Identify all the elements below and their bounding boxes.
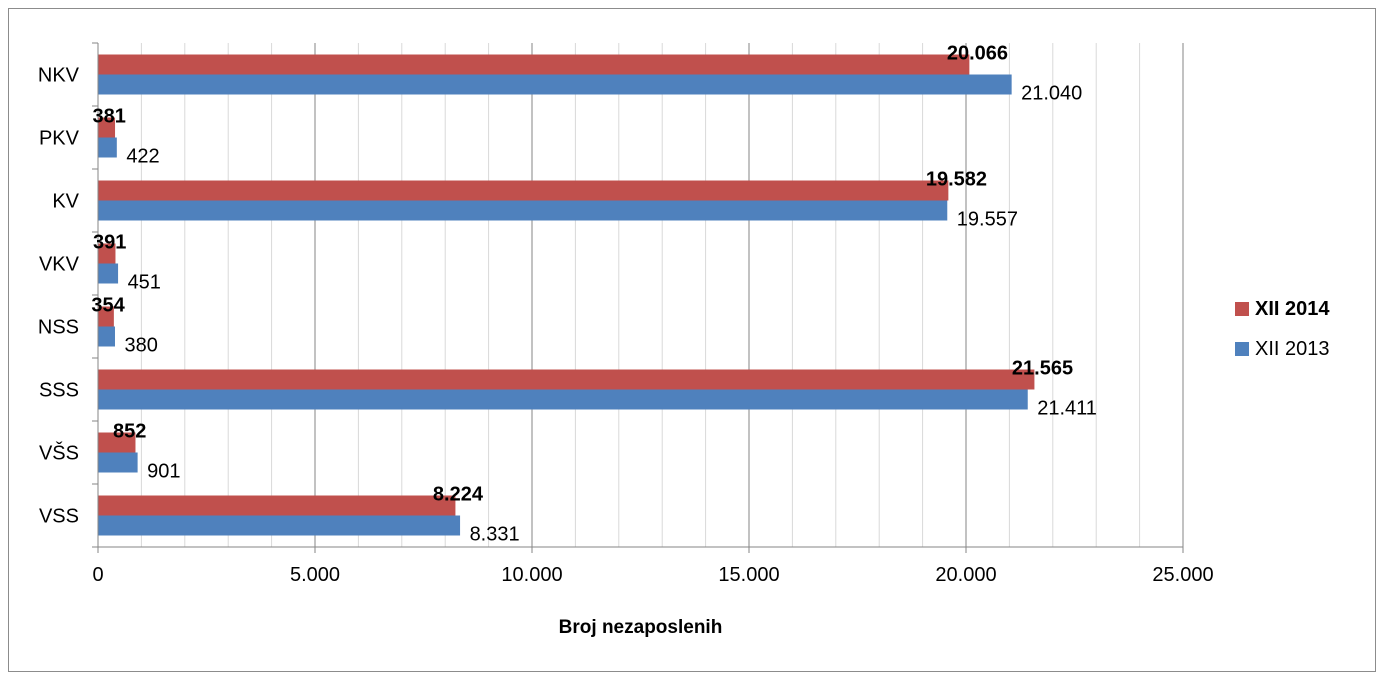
bar-xii-2014 — [98, 117, 116, 138]
legend-label: XII 2013 — [1255, 338, 1330, 360]
bar-xii-2014 — [98, 495, 456, 516]
data-label: 20.066 — [947, 43, 1008, 65]
data-label: 901 — [147, 461, 180, 483]
data-label: 19.582 — [926, 169, 987, 191]
data-label: 422 — [126, 146, 159, 168]
data-label: 19.557 — [957, 209, 1018, 231]
category-label: SSS — [39, 380, 79, 402]
x-tick-label: 0 — [92, 564, 103, 586]
bar-chart: 0 5.000 10.000 15.000 20.000 25.000 NKV PKV KV V… — [38, 42, 1330, 638]
gridlines — [140, 43, 1184, 547]
bar-xii-2014 — [98, 243, 116, 264]
x-axis-label: Broj nezaposlenih — [559, 617, 723, 638]
x-tick-label: 15.000 — [718, 564, 779, 586]
bar-xii-2013 — [98, 389, 1028, 410]
x-tick-label: 25.000 — [1152, 564, 1213, 586]
data-label: 8.331 — [470, 524, 520, 546]
legend-swatch — [1235, 302, 1249, 316]
bar-xii-2013 — [98, 137, 117, 158]
legend-label: XII 2014 — [1255, 298, 1330, 320]
bar-xii-2013 — [98, 200, 948, 221]
bar-xii-2014 — [98, 54, 970, 75]
legend: XII 2014 XII 2013 — [1235, 298, 1330, 360]
data-label: 8.224 — [433, 484, 484, 506]
legend-swatch — [1235, 342, 1249, 356]
chart-frame: 0 5.000 10.000 15.000 20.000 25.000 NKV PKV KV V… — [8, 8, 1376, 672]
bar-xii-2013 — [98, 515, 461, 536]
data-label: 381 — [93, 106, 126, 128]
axes — [92, 42, 1184, 553]
category-label: VKV — [39, 254, 80, 276]
bar-xii-2013 — [98, 326, 115, 347]
category-label: VŠS — [39, 442, 79, 465]
data-label: 391 — [93, 232, 126, 254]
category-label: VSS — [39, 506, 79, 528]
data-label: 21.565 — [1012, 358, 1073, 380]
bar-xii-2014 — [98, 306, 114, 327]
category-labels: NKV PKV KV VKV NSS SSS VŠS VSS — [38, 65, 80, 528]
bar-xii-2014 — [98, 432, 136, 453]
x-tick-label: 10.000 — [501, 564, 562, 586]
x-tick-labels: 0 5.000 10.000 15.000 20.000 25.000 — [92, 564, 1213, 586]
data-label: 21.040 — [1021, 83, 1082, 105]
bar-xii-2014 — [98, 180, 949, 201]
bars — [98, 54, 1035, 536]
category-label: KV — [52, 191, 79, 213]
data-label: 21.411 — [1037, 398, 1097, 420]
bar-xii-2013 — [98, 452, 138, 473]
data-label: 380 — [124, 335, 157, 357]
bar-xii-2014 — [98, 369, 1035, 390]
category-label: NSS — [38, 317, 79, 339]
data-label: 852 — [113, 421, 146, 443]
bar-xii-2013 — [98, 74, 1012, 95]
category-label: NKV — [38, 65, 80, 87]
data-label: 354 — [91, 295, 125, 317]
bar-xii-2013 — [98, 263, 119, 284]
data-label: 451 — [128, 272, 161, 294]
x-tick-label: 5.000 — [290, 564, 340, 586]
x-tick-label: 20.000 — [935, 564, 996, 586]
category-label: PKV — [39, 128, 80, 150]
